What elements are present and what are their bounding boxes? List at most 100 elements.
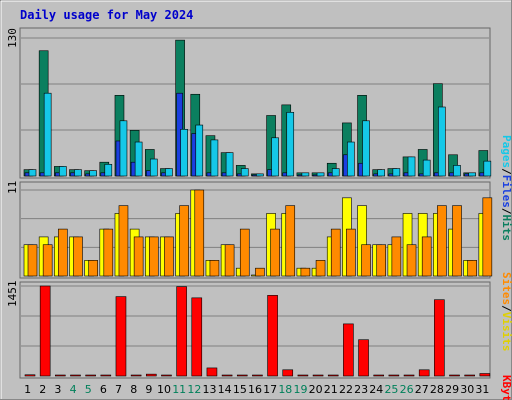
legend-sep-2: / <box>500 208 512 215</box>
bar-sites-day-9 <box>148 236 159 277</box>
bar-kbytes-day-15 <box>236 374 248 377</box>
bar-pages-day-17 <box>271 137 279 177</box>
ymax-label-panel-2: 11 <box>6 181 19 194</box>
legend-mid: Sites/Visits <box>500 272 512 352</box>
x-tick-label-day-23: 23 <box>354 383 368 396</box>
bar-pages-day-6 <box>104 164 113 177</box>
bar-pages-day-21 <box>331 168 340 177</box>
x-axis-day-labels: 1 2 3 4 5 6 7 8 9 10 11 12 13 14 15 16 17 18 19 20 21 22 23 24 2… <box>24 383 489 396</box>
bar-kbytes-day-11 <box>176 286 187 377</box>
x-tick-label-day-2: 2 <box>39 383 46 396</box>
bar-sites-day-3 <box>58 228 68 277</box>
bar-kbytes-day-28 <box>434 299 445 377</box>
x-tick-label-day-27: 27 <box>415 383 429 396</box>
bar-kbytes-day-3 <box>55 374 66 377</box>
bar-kbytes-day-22 <box>343 323 354 377</box>
legend-pages: Pages <box>500 135 512 168</box>
bar-pages-day-30 <box>468 172 476 177</box>
bar-marks <box>23 39 493 377</box>
x-tick-label-day-4: 4 <box>70 383 77 396</box>
bar-pages-day-27 <box>422 159 431 177</box>
bar-pages-day-26 <box>407 156 416 177</box>
bar-pages-day-16 <box>256 173 264 177</box>
bar-kbytes-day-20 <box>312 374 324 377</box>
x-tick-label-day-28: 28 <box>430 383 444 396</box>
bar-sites-day-7 <box>118 205 129 277</box>
x-tick-label-day-5: 5 <box>85 383 92 396</box>
bar-sites-day-17 <box>270 228 280 277</box>
bar-pages-day-7 <box>119 120 128 177</box>
x-tick-label-day-7: 7 <box>115 383 122 396</box>
bar-sites-day-10 <box>164 236 174 277</box>
bar-kbytes-day-1 <box>24 374 36 377</box>
bar-kbytes-day-17 <box>267 295 278 377</box>
chart-title: Daily usage for May 2024 <box>20 8 193 22</box>
bar-pages-day-11 <box>180 128 188 177</box>
bar-pages-day-8 <box>134 141 143 177</box>
bar-pages-day-19 <box>301 172 310 177</box>
x-tick-label-day-31: 31 <box>475 383 489 396</box>
bar-sites-day-27 <box>421 236 432 277</box>
bar-pages-day-4 <box>74 169 82 177</box>
ymax-label-panel-1: 130 <box>6 28 19 48</box>
legend-sites: Sites <box>500 272 512 305</box>
panel-hits-files-pages <box>19 27 491 179</box>
legend-sep-1: / <box>500 168 512 175</box>
bar-sites-day-12 <box>194 189 205 277</box>
legend-hits: Hits <box>500 215 512 242</box>
x-tick-label-day-9: 9 <box>145 383 152 396</box>
bar-kbytes-day-23 <box>358 339 369 377</box>
x-tick-label-day-22: 22 <box>339 383 353 396</box>
x-tick-label-day-30: 30 <box>460 383 474 396</box>
bar-sites-day-31 <box>482 197 493 277</box>
x-tick-label-day-16: 16 <box>248 383 262 396</box>
bar-sites-day-23 <box>361 244 371 277</box>
bar-pages-day-10 <box>165 168 173 177</box>
bar-kbytes-day-2 <box>39 285 51 377</box>
bar-sites-day-18 <box>285 205 296 277</box>
bar-kbytes-day-21 <box>327 374 339 377</box>
bar-kbytes-day-31 <box>479 373 491 377</box>
bar-sites-day-11 <box>179 205 189 277</box>
bar-sites-day-24 <box>376 244 387 277</box>
bar-sites-day-2 <box>42 244 53 277</box>
x-tick-label-day-20: 20 <box>309 383 323 396</box>
bar-sites-day-8 <box>133 236 144 277</box>
bar-kbytes-day-16 <box>252 374 263 377</box>
x-tick-label-day-19: 19 <box>293 383 307 396</box>
legend-top: Pages/Files/Hits <box>500 135 512 241</box>
bar-sites-day-28 <box>437 205 447 277</box>
bar-sites-day-19 <box>300 267 311 277</box>
x-tick-label-day-14: 14 <box>218 383 232 396</box>
bar-kbytes-day-5 <box>85 374 96 377</box>
bar-pages-day-29 <box>453 165 461 177</box>
bar-sites-day-1 <box>27 244 38 277</box>
bar-kbytes-day-12 <box>191 297 203 377</box>
bar-sites-day-4 <box>73 236 83 277</box>
x-tick-label-day-11: 11 <box>172 383 186 396</box>
bar-kbytes-day-24 <box>373 374 385 377</box>
bar-sites-day-29 <box>452 205 462 277</box>
bar-kbytes-day-6 <box>100 374 112 377</box>
bar-kbytes-day-8 <box>130 374 142 377</box>
bar-kbytes-day-25 <box>388 374 400 377</box>
bar-pages-day-2 <box>43 92 52 177</box>
panel-kbytes <box>19 281 491 379</box>
x-tick-label-day-26: 26 <box>400 383 414 396</box>
bar-pages-day-3 <box>59 166 67 177</box>
bar-sites-day-21 <box>330 228 341 277</box>
bar-sites-day-25 <box>391 236 402 277</box>
x-tick-label-day-13: 13 <box>203 383 217 396</box>
x-tick-label-day-24: 24 <box>369 383 383 396</box>
bar-sites-day-26 <box>406 244 417 277</box>
bar-pages-day-12 <box>195 124 204 177</box>
bar-sites-day-22 <box>346 228 356 277</box>
bar-kbytes-day-10 <box>161 374 172 377</box>
legend-kbytes: KBytes <box>500 375 512 400</box>
bar-kbytes-day-7 <box>115 296 127 377</box>
bar-sites-day-20 <box>315 260 326 277</box>
bar-pages-day-31 <box>483 160 492 177</box>
bar-pages-day-1 <box>28 169 37 177</box>
